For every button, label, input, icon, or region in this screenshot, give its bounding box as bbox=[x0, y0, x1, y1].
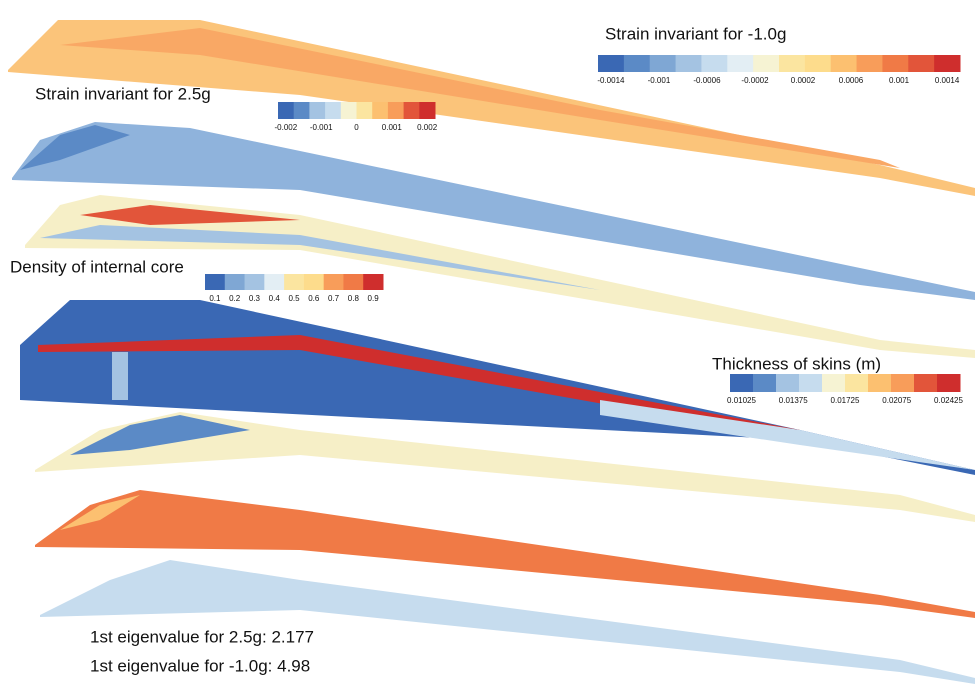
colorbar-tick-label: 0.6 bbox=[308, 294, 320, 303]
wing-contour bbox=[80, 205, 300, 225]
eigenvalue-text: 1st eigenvalue for -1.0g: 4.98 bbox=[90, 656, 310, 675]
colorbar-segment bbox=[914, 374, 938, 392]
colorbar-segment bbox=[244, 274, 265, 290]
colorbar-segment bbox=[727, 55, 754, 72]
colorbar-segment bbox=[779, 55, 806, 72]
wing-contour bbox=[35, 412, 975, 522]
colorbar-segment bbox=[856, 55, 883, 72]
colorbar-segment bbox=[701, 55, 728, 72]
colorbar-segment bbox=[309, 102, 326, 119]
colorbar-segment bbox=[598, 55, 625, 72]
colorbar-tick-label: 0.2 bbox=[229, 294, 241, 303]
colorbar-segment bbox=[623, 55, 651, 72]
colorbar-tick-label: 0 bbox=[354, 123, 359, 132]
colorbar-segment bbox=[934, 55, 961, 72]
colorbar-tick-label: 0.8 bbox=[348, 294, 360, 303]
colorbar-segment bbox=[845, 374, 869, 392]
wing-contour bbox=[40, 225, 600, 290]
legend-title: Density of internal core bbox=[10, 257, 184, 276]
colorbar-segment bbox=[891, 374, 915, 392]
colorbar-segment bbox=[323, 274, 344, 290]
colorbar-segment bbox=[937, 374, 961, 392]
colorbar-segment bbox=[372, 102, 389, 119]
colorbar-segment bbox=[363, 274, 384, 290]
colorbar-tick-label: 0.01025 bbox=[727, 396, 756, 405]
colorbar-tick-label: 0.002 bbox=[417, 123, 438, 132]
colorbar-segment bbox=[799, 374, 823, 392]
colorbar-segment bbox=[753, 374, 777, 392]
wing-contour bbox=[60, 28, 900, 168]
colorbar-tick-label: 0.0002 bbox=[791, 76, 816, 85]
colorbar-segment bbox=[419, 102, 436, 119]
wing-contour bbox=[12, 122, 975, 300]
colorbar-segment bbox=[343, 274, 364, 290]
colorbar-tick-label: -0.002 bbox=[275, 123, 298, 132]
colorbar-segment bbox=[804, 55, 832, 72]
legend-title: Strain invariant for 2.5g bbox=[35, 84, 211, 103]
colorbar-segment bbox=[387, 102, 405, 119]
wing-contour bbox=[8, 20, 975, 196]
colorbar-segment bbox=[293, 102, 310, 119]
wing-contour bbox=[112, 352, 128, 400]
colorbar-segment bbox=[284, 274, 305, 290]
colorbar-segment bbox=[205, 274, 226, 290]
colorbar-tick-label: 0.5 bbox=[288, 294, 300, 303]
wing-contour bbox=[20, 125, 130, 170]
colorbar-segment bbox=[730, 374, 754, 392]
colorbar-tick-label: -0.001 bbox=[648, 76, 671, 85]
colorbar-segment bbox=[776, 374, 800, 392]
colorbar-tick-label: -0.0014 bbox=[597, 76, 625, 85]
colorbar-tick-label: 0.001 bbox=[889, 76, 910, 85]
colorbar-tick-label: 0.02425 bbox=[934, 396, 963, 405]
colorbar-segment bbox=[822, 374, 846, 392]
colorbar-tick-label: 0.7 bbox=[328, 294, 340, 303]
colorbar-segment bbox=[403, 102, 420, 119]
colorbar-segment bbox=[868, 374, 892, 392]
colorbar-segment bbox=[303, 274, 325, 290]
colorbar-tick-label: 0.1 bbox=[209, 294, 221, 303]
wing-contour bbox=[35, 490, 975, 618]
colorbar-segment bbox=[325, 102, 342, 119]
eigenvalue-text: 1st eigenvalue for 2.5g: 2.177 bbox=[90, 627, 314, 646]
colorbar-segment bbox=[908, 55, 935, 72]
colorbar-tick-label: 0.0014 bbox=[935, 76, 960, 85]
colorbar-segment bbox=[882, 55, 909, 72]
colorbar-segment bbox=[830, 55, 858, 72]
colorbar-tick-label: -0.0002 bbox=[741, 76, 769, 85]
colorbar-segment bbox=[340, 102, 357, 119]
legend-title: Strain invariant for -1.0g bbox=[605, 24, 786, 43]
legend-title: Thickness of skins (m) bbox=[712, 354, 881, 373]
colorbar-segment bbox=[356, 102, 373, 119]
wing-contour bbox=[40, 560, 975, 684]
colorbar-tick-label: 0.4 bbox=[269, 294, 281, 303]
colorbar-tick-label: 0.01375 bbox=[779, 396, 808, 405]
colorbar-tick-label: 0.0006 bbox=[839, 76, 864, 85]
colorbar-tick-label: -0.001 bbox=[310, 123, 333, 132]
colorbar-segment bbox=[649, 55, 677, 72]
colorbar-tick-label: 0.001 bbox=[382, 123, 403, 132]
colorbar-tick-label: 0.01725 bbox=[831, 396, 860, 405]
wing-contour bbox=[70, 415, 250, 455]
colorbar-segment bbox=[675, 55, 702, 72]
colorbar-segment bbox=[753, 55, 780, 72]
colorbar-tick-label: -0.0006 bbox=[693, 76, 721, 85]
colorbar-segment bbox=[264, 274, 285, 290]
colorbar-tick-label: 0.9 bbox=[368, 294, 380, 303]
colorbar-tick-label: 0.02075 bbox=[882, 396, 911, 405]
colorbar-tick-label: 0.3 bbox=[249, 294, 261, 303]
colorbar-segment bbox=[278, 102, 295, 119]
colorbar-segment bbox=[224, 274, 246, 290]
wing-contour bbox=[600, 400, 975, 470]
wing-contour bbox=[60, 495, 140, 530]
